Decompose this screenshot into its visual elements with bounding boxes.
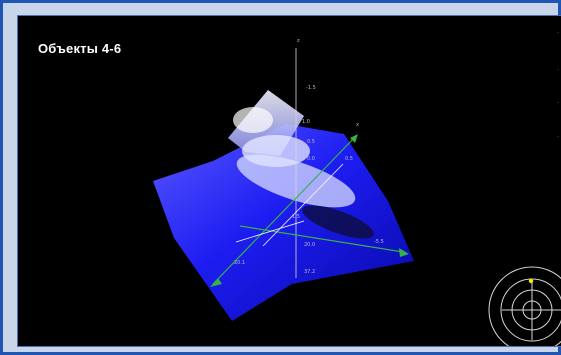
tick-label: -5.5 — [374, 239, 384, 245]
tick-label: -1.5 — [306, 85, 316, 91]
tick-label: 1.0 — [302, 119, 310, 125]
tick-label: 1.5 — [292, 214, 300, 220]
object-6-point-cloud — [233, 107, 273, 133]
tick-label: 20.1 — [234, 260, 246, 266]
tick-label: 0.5 — [307, 139, 315, 145]
tick-label: 0.5 — [345, 156, 353, 162]
compass-radar-icon[interactable] — [488, 266, 561, 347]
tick-label: 20.0 — [304, 242, 316, 248]
tick-label: 1.0 — [316, 189, 324, 195]
axis-arrow-right — [399, 248, 409, 257]
object-shadow — [302, 205, 374, 239]
tick-label: 0.0 — [307, 156, 315, 162]
side-tick-1: - — [557, 30, 559, 36]
side-tick-2: - — [557, 67, 559, 73]
3d-viewport[interactable]: Объекты 4-6 z x -1.5 1.0 0.5 0.0 0.5 1.0… — [17, 15, 561, 347]
axis-z-label: z — [297, 38, 300, 44]
axis-x-label: x — [356, 122, 359, 128]
axis-green-2 — [239, 225, 404, 253]
side-tick-3: - — [557, 100, 559, 106]
seabed-surface — [153, 124, 414, 321]
axis-arrow-top — [350, 134, 358, 143]
axis-green-1 — [212, 135, 357, 285]
side-tick-4: - — [557, 134, 559, 140]
sonar-3d-scene[interactable] — [18, 16, 561, 347]
axis-white-1 — [262, 163, 344, 247]
tick-label: 37.2 — [304, 269, 316, 275]
axis-white-2 — [235, 220, 305, 243]
view-title: Объекты 4-6 — [38, 41, 122, 56]
axis-arrow-left — [210, 278, 222, 287]
